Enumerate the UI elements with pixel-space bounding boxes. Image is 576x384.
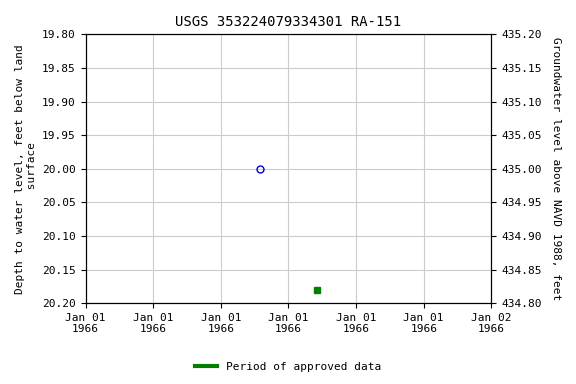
Legend: Period of approved data: Period of approved data [191,358,385,377]
Y-axis label: Depth to water level, feet below land
 surface: Depth to water level, feet below land su… [15,44,37,294]
Y-axis label: Groundwater level above NAVD 1988, feet: Groundwater level above NAVD 1988, feet [551,37,561,300]
Title: USGS 353224079334301 RA-151: USGS 353224079334301 RA-151 [176,15,401,29]
